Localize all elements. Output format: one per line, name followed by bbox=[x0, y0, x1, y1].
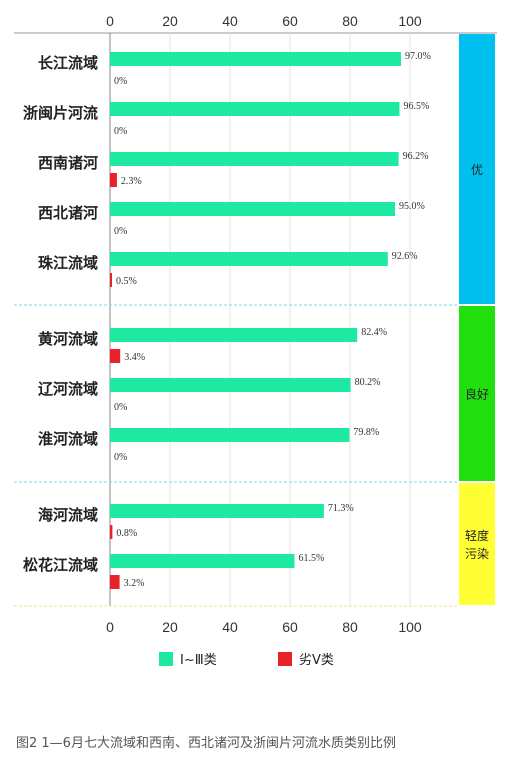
x-tick-label-top: 60 bbox=[282, 13, 298, 29]
bar-grade5 bbox=[110, 173, 117, 187]
bar-grade1-3 bbox=[110, 328, 358, 342]
quality-band-label: 污染 bbox=[465, 546, 489, 561]
quality-band-2 bbox=[459, 306, 495, 481]
data-label-grade5: 0.8% bbox=[116, 528, 137, 539]
bar-grade1-3 bbox=[110, 378, 351, 392]
x-tick-label-top: 0 bbox=[106, 13, 114, 29]
data-label-grade1-3: 96.5% bbox=[404, 101, 430, 112]
x-tick-label-top: 40 bbox=[222, 13, 238, 29]
data-label-grade5: 3.2% bbox=[124, 578, 145, 589]
bar-grade5 bbox=[110, 273, 112, 287]
data-label-grade5: 3.4% bbox=[124, 352, 145, 363]
x-tick-label-top: 80 bbox=[342, 13, 358, 29]
x-tick-label-bottom: 100 bbox=[398, 619, 422, 635]
quality-band-label: 优 bbox=[471, 163, 483, 177]
data-label-grade1-3: 79.8% bbox=[353, 427, 379, 438]
x-tick-label-bottom: 20 bbox=[162, 619, 178, 635]
data-label-grade5: 2.3% bbox=[121, 176, 142, 187]
x-tick-label-top: 20 bbox=[162, 13, 178, 29]
x-tick-label-bottom: 80 bbox=[342, 619, 358, 635]
category-label: 浙闽片河流 bbox=[23, 104, 98, 122]
data-label-grade5: 0% bbox=[114, 126, 127, 137]
data-label-grade5: 0% bbox=[114, 402, 127, 413]
data-label-grade1-3: 80.2% bbox=[355, 377, 381, 388]
data-label-grade5: 0% bbox=[114, 452, 127, 463]
bar-grade5 bbox=[110, 349, 121, 363]
data-label-grade1-3: 71.3% bbox=[328, 503, 354, 514]
category-label: 松花江流域 bbox=[23, 556, 98, 574]
data-label-grade1-3: 96.2% bbox=[403, 151, 429, 162]
x-tick-label-bottom: 40 bbox=[222, 619, 238, 635]
legend-label-grade5: 劣Ⅴ类 bbox=[299, 653, 334, 668]
data-label-grade1-3: 82.4% bbox=[361, 327, 387, 338]
category-label: 淮河流域 bbox=[38, 430, 98, 448]
data-label-grade1-3: 95.0% bbox=[399, 201, 425, 212]
quality-band-label: 轻度 bbox=[465, 528, 489, 543]
legend-swatch-grade1-3 bbox=[159, 652, 173, 666]
data-label-grade1-3: 61.5% bbox=[299, 553, 325, 564]
category-label: 黄河流域 bbox=[38, 330, 98, 348]
category-label: 长江流域 bbox=[38, 54, 98, 72]
legend-swatch-grade5 bbox=[278, 652, 292, 666]
bar-grade5 bbox=[110, 575, 120, 589]
x-tick-label-bottom: 0 bbox=[106, 619, 114, 635]
legend-label-grade1-3: Ⅰ~Ⅲ类 bbox=[180, 653, 217, 668]
bar-grade1-3 bbox=[110, 428, 350, 442]
data-label-grade5: 0.5% bbox=[116, 276, 137, 287]
bar-grade1-3 bbox=[110, 504, 324, 518]
bar-grade1-3 bbox=[110, 252, 388, 266]
bar-grade1-3 bbox=[110, 202, 395, 216]
quality-band-1 bbox=[459, 34, 495, 304]
category-label: 海河流域 bbox=[38, 506, 98, 524]
category-label: 珠江流域 bbox=[38, 254, 98, 272]
data-label-grade1-3: 92.6% bbox=[392, 251, 418, 262]
bar-grade1-3 bbox=[110, 554, 295, 568]
quality-band-label: 良好 bbox=[465, 387, 489, 402]
quality-band-3 bbox=[459, 483, 495, 605]
x-tick-label-top: 100 bbox=[398, 13, 422, 29]
category-label: 辽河流域 bbox=[38, 380, 98, 398]
data-label-grade5: 0% bbox=[114, 76, 127, 87]
figure-caption: 图2 1—6月七大流域和西南、西北诸河及浙闽片河流水质类别比例 bbox=[16, 736, 396, 751]
x-tick-label-bottom: 60 bbox=[282, 619, 298, 635]
category-label: 西南诸河 bbox=[38, 154, 98, 172]
data-label-grade5: 0% bbox=[114, 226, 127, 237]
bar-grade1-3 bbox=[110, 102, 400, 116]
bar-grade5 bbox=[110, 525, 113, 539]
bar-grade1-3 bbox=[110, 152, 399, 166]
category-label: 西北诸河 bbox=[38, 204, 98, 222]
bar-grade1-3 bbox=[110, 52, 401, 66]
data-label-grade1-3: 97.0% bbox=[405, 51, 431, 62]
